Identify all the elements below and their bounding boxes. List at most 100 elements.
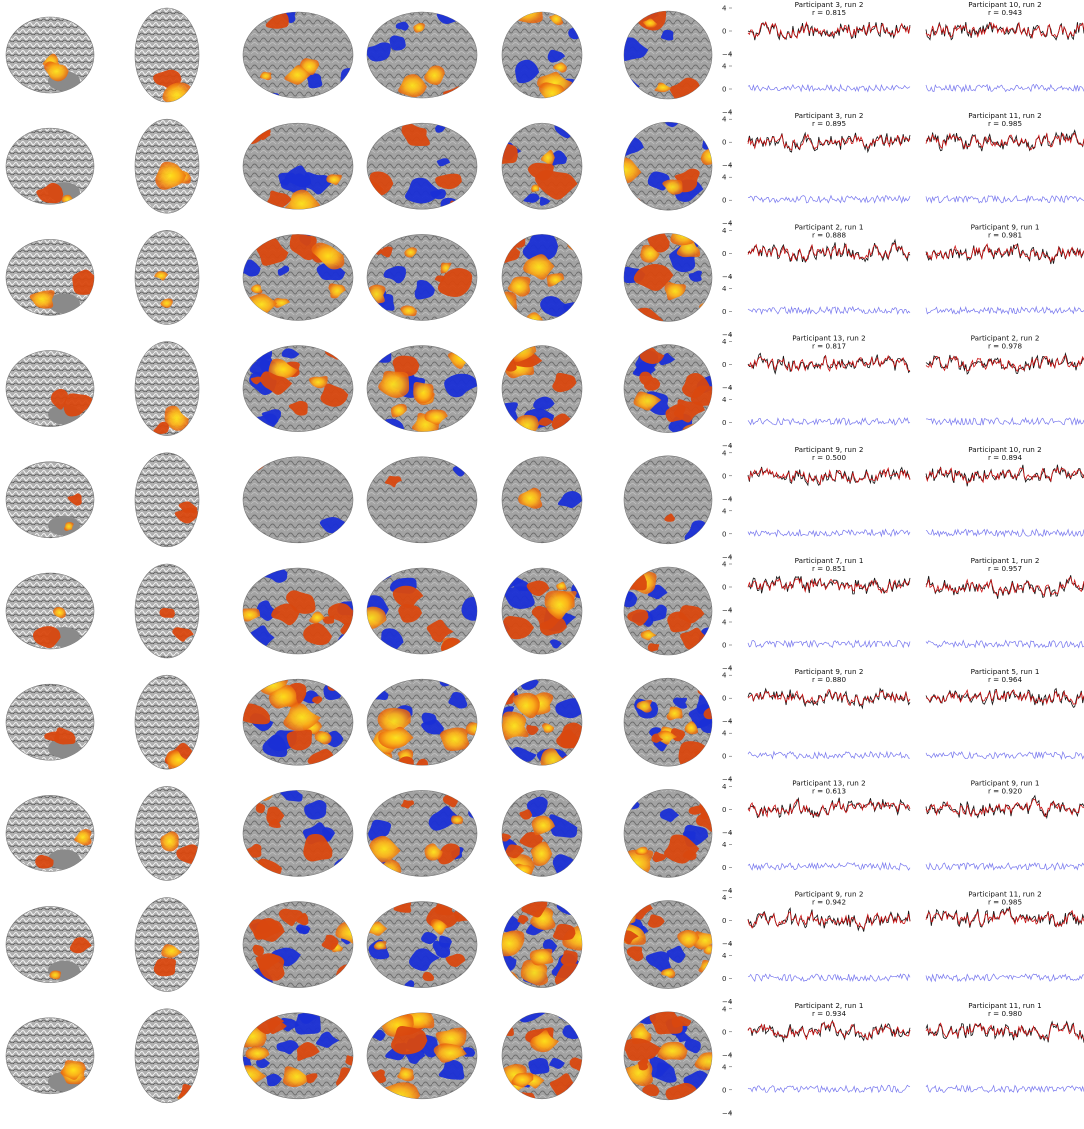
brain-lateral-left-view: [242, 678, 354, 766]
y-tick-label: −4: [722, 887, 733, 895]
panel-title: Participant 9, run 1: [971, 778, 1040, 787]
y-tick-label: 0: [722, 642, 726, 650]
residual-trace: [925, 416, 1084, 427]
residual-trace: [925, 1084, 1084, 1094]
observed-trace: [925, 243, 1084, 265]
panel-title: Participant 13, run 2: [792, 778, 865, 787]
brain-lateral-right-view: [366, 901, 478, 988]
residual-trace: [747, 305, 911, 316]
residual-trace: [747, 83, 911, 93]
residual-trace: [747, 861, 911, 871]
y-tick-label: 4: [722, 285, 727, 293]
brain-lateral-left-view: [242, 567, 354, 655]
y-tick-label: 0: [722, 419, 726, 427]
y-tick-label: −4: [722, 442, 733, 450]
panel-correlation: r = 0.920: [988, 786, 1023, 795]
y-tick-label: −4: [722, 1051, 733, 1059]
y-tick-label: 0: [722, 584, 726, 592]
y-tick-label: −4: [722, 998, 733, 1006]
brain-sagittal-view: [5, 16, 95, 94]
y-tick-label: −4: [722, 331, 733, 339]
brain-posterior-view: [501, 901, 583, 988]
panel-title: Participant 10, run 2: [968, 445, 1041, 454]
observed-trace: [747, 687, 911, 710]
brain-anterior-view: [623, 1011, 713, 1101]
y-tick-label: −4: [722, 162, 733, 170]
y-tick-label: 0: [722, 472, 726, 480]
brain-lateral-right-view: [366, 11, 478, 99]
y-tick-label: 4: [722, 449, 727, 457]
panel-title: Participant 2, run 1: [795, 222, 864, 231]
y-tick-label: 0: [722, 197, 726, 205]
brain-axial-view: [134, 1008, 200, 1104]
panel-title: Participant 9, run 2: [795, 890, 864, 899]
observed-trace: [747, 575, 911, 595]
panel-correlation: r = 0.851: [812, 564, 846, 573]
brain-axial-view: [134, 341, 200, 436]
panel-correlation: r = 0.934: [812, 1009, 847, 1018]
residual-trace: [925, 750, 1084, 761]
brain-posterior-view: [501, 1012, 583, 1100]
y-tick-label: 0: [722, 917, 726, 925]
y-tick-label: 0: [722, 308, 726, 316]
y-tick-label: −4: [722, 1109, 733, 1117]
y-tick-label: 0: [722, 695, 726, 703]
residual-trace: [747, 417, 911, 426]
brain-sagittal-view: [5, 795, 95, 872]
panel-title: Participant 13, run 2: [792, 334, 865, 343]
y-tick-label: 4: [722, 116, 727, 124]
residual-trace: [747, 528, 911, 538]
residual-trace: [747, 194, 911, 204]
brain-sagittal-view: [5, 572, 95, 650]
panel-title: Participant 3, run 2: [795, 111, 864, 120]
residual-trace: [925, 973, 1084, 983]
y-tick-label: 4: [722, 396, 727, 404]
predicted-trace: [747, 466, 911, 486]
brain-anterior-view: [623, 789, 713, 878]
y-tick-label: 0: [722, 361, 726, 369]
y-tick-label: 4: [722, 841, 727, 849]
residual-trace: [925, 83, 1084, 93]
brain-posterior-view: [501, 790, 583, 877]
panel-correlation: r = 0.985: [988, 898, 1022, 907]
panel-correlation: r = 0.957: [988, 564, 1022, 573]
brain-axial-view: [134, 897, 200, 992]
panel-correlation: r = 0.942: [812, 898, 846, 907]
predicted-trace: [925, 466, 1084, 484]
panel-title: Participant 2, run 2: [971, 334, 1040, 343]
residual-trace: [925, 862, 1084, 871]
y-tick-label: 0: [722, 139, 726, 147]
brain-anterior-view: [623, 677, 713, 767]
brain-axial-view: [134, 786, 200, 881]
predicted-trace: [925, 908, 1084, 928]
residual-trace: [925, 305, 1084, 315]
brain-anterior-view: [623, 233, 713, 322]
panel-title: Participant 5, run 1: [971, 667, 1040, 676]
y-tick-label: 4: [722, 783, 727, 791]
residual-trace: [747, 1084, 911, 1094]
residual-trace: [925, 528, 1084, 538]
brain-sagittal-view: [5, 683, 95, 761]
y-tick-label: 0: [722, 86, 726, 94]
brain-lateral-left-view: [242, 1012, 354, 1100]
residual-trace: [747, 750, 910, 760]
residual-trace: [747, 639, 911, 649]
y-tick-label: 0: [722, 1086, 726, 1094]
observed-trace: [925, 575, 1084, 599]
residual-trace: [747, 973, 911, 983]
brain-lateral-right-view: [366, 678, 478, 766]
predicted-trace: [747, 910, 911, 930]
panel-title: Participant 9, run 2: [795, 445, 864, 454]
panel-correlation: r = 0.980: [988, 1009, 1023, 1018]
panel-correlation: r = 0.985: [988, 119, 1022, 128]
brain-posterior-view: [501, 678, 583, 766]
residual-trace: [925, 639, 1084, 649]
brain-posterior-view: [501, 11, 583, 99]
predicted-trace: [747, 577, 911, 594]
brain-posterior-view: [501, 567, 583, 655]
y-tick-label: 4: [722, 952, 727, 960]
predicted-trace: [747, 21, 911, 40]
predicted-trace: [925, 132, 1084, 151]
brain-lateral-right-view: [366, 1012, 478, 1100]
